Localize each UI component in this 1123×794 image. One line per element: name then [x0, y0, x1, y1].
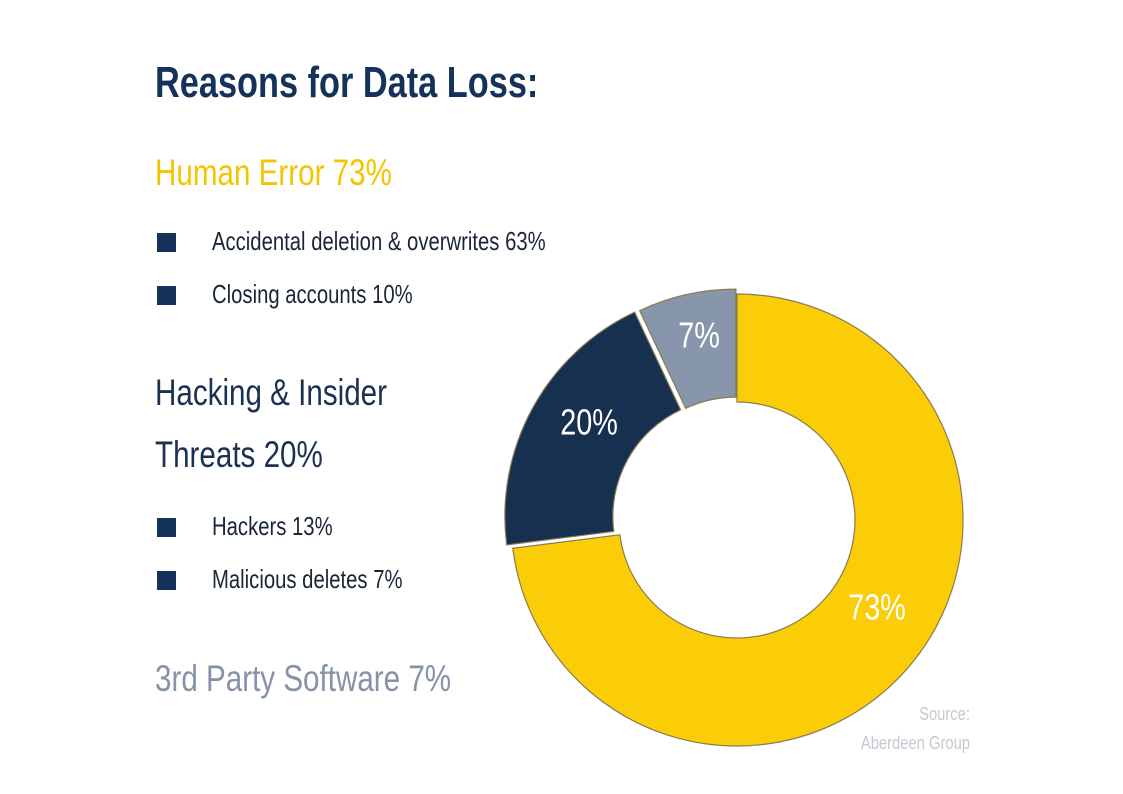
list-item-label: Hackers 13%	[212, 511, 333, 541]
slice-value-label: 7%	[678, 314, 720, 355]
source-note: Source: Aberdeen Group	[847, 700, 970, 758]
donut-slice	[638, 288, 737, 410]
list-item-label: Closing accounts 10%	[212, 279, 413, 309]
list-item: Malicious deletes 7%	[157, 564, 403, 594]
bullet-square-icon	[157, 570, 176, 590]
page-title: Reasons for Data Loss:	[155, 58, 539, 107]
list-item-label: Accidental deletion & overwrites 63%	[212, 226, 546, 256]
list-item: Closing accounts 10%	[157, 279, 413, 309]
category-hacking: Hacking & Insider Threats 20%	[155, 362, 387, 486]
list-item-label: Malicious deletes 7%	[212, 564, 403, 594]
list-item: Hackers 13%	[157, 511, 333, 541]
category-human-error: Human Error 73%	[155, 152, 392, 193]
bullet-square-icon	[157, 517, 176, 537]
bullet-square-icon	[157, 285, 176, 305]
source-label: Source:	[919, 704, 970, 724]
donut-slice	[504, 311, 682, 546]
category-third-party: 3rd Party Software 7%	[155, 658, 452, 699]
donut-slice	[512, 293, 964, 747]
bullet-square-icon	[157, 232, 176, 252]
source-name: Aberdeen Group	[860, 733, 970, 753]
slice-value-label: 20%	[560, 401, 618, 442]
category-hacking-line1: Hacking & Insider	[155, 372, 387, 413]
category-hacking-line2: Threats 20%	[155, 434, 323, 475]
list-item: Accidental deletion & overwrites 63%	[157, 226, 546, 256]
slice-value-label: 73%	[848, 586, 906, 627]
